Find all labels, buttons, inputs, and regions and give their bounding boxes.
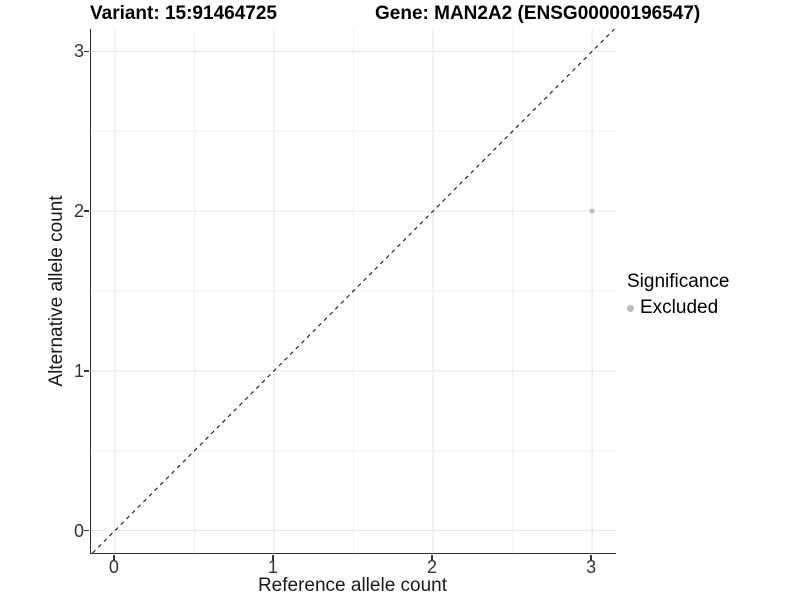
legend-title: Significance — [627, 271, 730, 292]
legend-dot-icon — [627, 304, 634, 312]
y-tick-label: 0 — [73, 520, 84, 541]
data-point — [589, 208, 595, 214]
identity-line — [92, 29, 615, 553]
x-tick-mark — [431, 554, 433, 560]
x-tick-mark — [590, 554, 592, 560]
y-tick-mark — [83, 50, 89, 53]
plot-marks — [91, 29, 616, 553]
y-tick-mark — [83, 529, 89, 532]
plot-panel — [90, 29, 616, 554]
y-tick-label: 3 — [73, 41, 84, 62]
plot-title-gene: Gene: MAN2A2 (ENSG00000196547) — [375, 3, 701, 24]
x-tick-label: 3 — [586, 557, 597, 577]
x-tick-label: 0 — [108, 557, 119, 577]
y-axis-title: Alternative allele count — [46, 195, 67, 387]
legend: Significance Excluded — [627, 271, 797, 319]
legend-item-label: Excluded — [640, 297, 719, 318]
x-tick-label: 1 — [267, 557, 278, 577]
legend-item: Excluded — [627, 297, 797, 319]
x-tick-label: 2 — [427, 557, 438, 577]
y-tick-label: 2 — [73, 201, 84, 222]
x-tick-mark — [113, 554, 115, 560]
y-tick-label: 1 — [73, 360, 84, 381]
y-tick-mark — [83, 210, 89, 212]
x-tick-mark — [272, 554, 274, 560]
x-axis-title: Reference allele count — [257, 575, 448, 596]
y-tick-mark — [83, 370, 89, 372]
legend-items: Excluded — [627, 297, 797, 319]
plot-title-variant: Variant: 15:91464725 — [90, 3, 277, 24]
